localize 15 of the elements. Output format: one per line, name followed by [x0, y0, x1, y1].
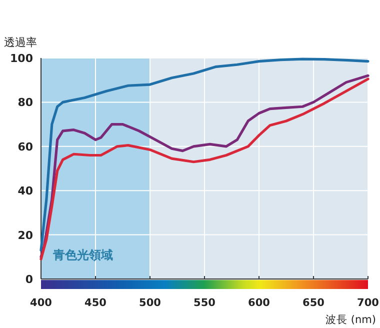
x-tick-label: 400 — [30, 297, 52, 309]
x-tick-label: 650 — [302, 297, 324, 309]
x-tick-label: 500 — [139, 297, 161, 309]
y-tick-label: 40 — [18, 184, 34, 198]
y-tick-label: 0 — [25, 273, 34, 286]
x-axis-title: 波長 (nm) — [326, 313, 376, 326]
y-tick-label: 60 — [18, 140, 34, 154]
y-tick-label: 80 — [18, 96, 34, 110]
x-tick-label: 700 — [357, 297, 379, 309]
x-tick-label: 600 — [248, 297, 270, 309]
y-axis-title: 透過率 — [4, 36, 37, 49]
x-tick-label: 550 — [194, 297, 216, 309]
y-tick-label: 100 — [10, 52, 34, 65]
x-tick-label: 450 — [84, 297, 106, 309]
y-tick-label: 20 — [18, 228, 34, 242]
